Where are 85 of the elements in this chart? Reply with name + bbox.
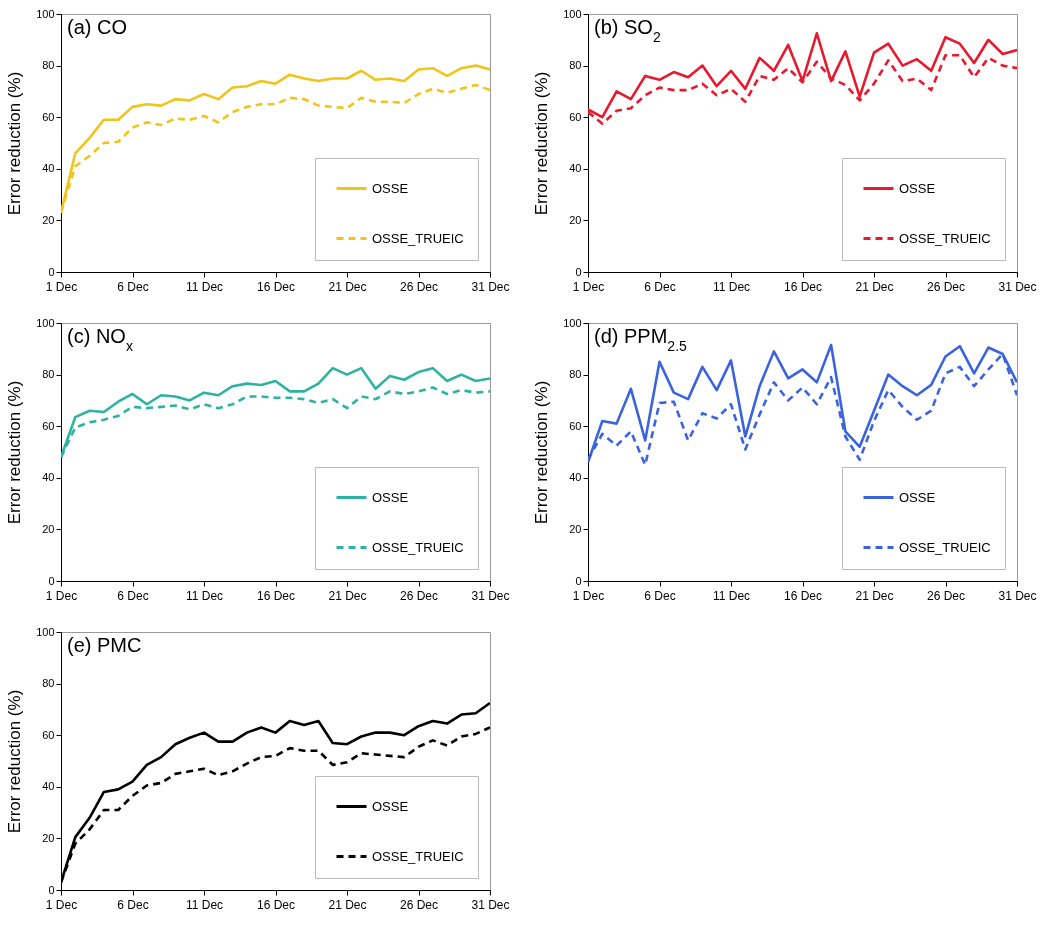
y-tick-label: 80 [42,677,55,690]
y-axis-title: Error reduction (%) [5,689,25,834]
y-axis-title: Error reduction (%) [532,380,552,525]
legend-label: OSSE_TRUEIC [372,848,464,864]
y-tick-label: 20 [569,213,582,226]
legend-label: OSSE_TRUEIC [899,230,991,246]
y-tick-label: 100 [36,625,55,638]
x-tick-label: 11 Dec [185,279,224,294]
x-tick-label: 31 Dec [998,279,1037,294]
x-tick-label: 31 Dec [998,588,1037,603]
legend-label: OSSE [899,489,936,505]
chart-title: (a) CO [67,16,127,38]
y-tick-label: 60 [569,110,582,123]
y-tick-label: 40 [42,780,55,793]
legend-label: OSSE [372,180,409,196]
x-tick-label: 6 Dec [117,279,149,294]
x-tick-label: 21 Dec [328,279,367,294]
y-tick-label: 20 [569,522,582,535]
y-tick-label: 0 [48,883,55,896]
x-tick-label: 21 Dec [328,897,367,912]
x-tick-label: 31 Dec [471,279,510,294]
y-tick-label: 20 [42,522,55,535]
x-tick-label: 16 Dec [256,897,296,912]
y-tick-label: 0 [575,265,582,278]
x-tick-label: 1 Dec [572,279,605,294]
legend-label: OSSE [372,489,409,505]
x-tick-label: 1 Dec [572,588,605,603]
legend-label: OSSE_TRUEIC [899,539,991,555]
x-tick-label: 26 Dec [926,588,966,603]
y-tick-label: 80 [42,59,55,72]
x-tick-label: 1 Dec [45,588,78,603]
x-tick-label: 21 Dec [855,588,894,603]
legend-label: OSSE [899,180,936,196]
x-tick-label: 1 Dec [45,897,78,912]
y-tick-label: 100 [36,316,55,329]
x-tick-label: 6 Dec [644,279,676,294]
chart-title: (e) PMC [67,634,142,656]
y-tick-label: 80 [569,59,582,72]
chart-title: (c) NO$_{x}$ [67,325,133,354]
x-tick-label: 11 Dec [712,588,751,603]
legend-label: OSSE_TRUEIC [372,539,464,555]
y-tick-label: 20 [42,213,55,226]
x-tick-label: 26 Dec [399,279,439,294]
y-axis-title: Error reduction (%) [532,71,552,216]
x-tick-label: 11 Dec [185,588,224,603]
y-tick-label: 20 [42,831,55,844]
x-tick-label: 6 Dec [117,588,149,603]
y-tick-label: 60 [569,419,582,432]
y-tick-label: 0 [48,265,55,278]
y-tick-label: 60 [42,110,55,123]
x-tick-label: 16 Dec [256,279,296,294]
x-tick-label: 6 Dec [644,588,676,603]
x-tick-label: 26 Dec [399,588,439,603]
y-axis-title: Error reduction (%) [5,71,25,216]
x-tick-label: 6 Dec [117,897,149,912]
x-tick-label: 16 Dec [256,588,296,603]
x-tick-label: 26 Dec [399,897,439,912]
y-tick-label: 60 [42,419,55,432]
y-tick-label: 80 [569,368,582,381]
x-tick-label: 16 Dec [783,588,823,603]
chart-title: (d) PPM$_{2.5}$ [594,325,688,354]
x-tick-label: 31 Dec [471,588,510,603]
y-tick-label: 0 [575,574,582,587]
y-axis-title: Error reduction (%) [5,380,25,525]
legend-label: OSSE [372,798,409,814]
y-tick-label: 40 [42,162,55,175]
y-tick-label: 100 [36,7,55,20]
y-tick-label: 40 [569,471,582,484]
y-tick-label: 100 [563,7,582,20]
x-tick-label: 21 Dec [328,588,367,603]
y-tick-label: 40 [42,471,55,484]
y-tick-label: 0 [48,574,55,587]
x-tick-label: 16 Dec [783,279,823,294]
x-tick-label: 11 Dec [712,279,751,294]
x-tick-label: 31 Dec [471,897,510,912]
y-tick-label: 80 [42,368,55,381]
y-tick-label: 60 [42,728,55,741]
y-tick-label: 100 [563,316,582,329]
y-tick-label: 40 [569,162,582,175]
x-tick-label: 11 Dec [185,897,224,912]
x-tick-label: 26 Dec [926,279,966,294]
x-tick-label: 1 Dec [45,279,78,294]
x-tick-label: 21 Dec [855,279,894,294]
chart-title: (b) SO$_{2}$ [594,16,661,45]
legend-label: OSSE_TRUEIC [372,230,464,246]
